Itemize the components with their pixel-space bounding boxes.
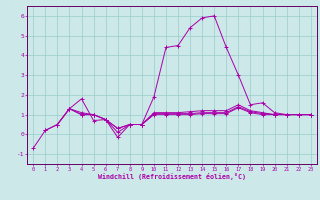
X-axis label: Windchill (Refroidissement éolien,°C): Windchill (Refroidissement éolien,°C) <box>98 173 246 180</box>
